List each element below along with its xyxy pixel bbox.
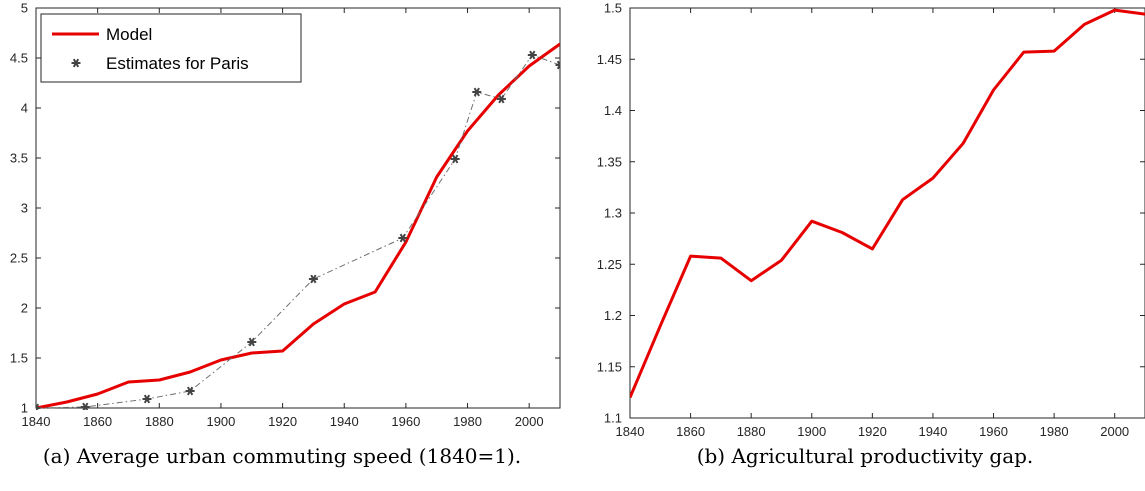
- series-line-model: [630, 8, 1145, 399]
- data-point-estimate: [71, 58, 81, 68]
- x-tick-label: 1840: [22, 414, 51, 429]
- x-tick-label: 1980: [1040, 424, 1069, 439]
- caption-a: (a) Average urban commuting speed (1840=…: [42, 444, 522, 468]
- y-tick-label: 3: [21, 201, 28, 216]
- x-tick-label: 1960: [979, 424, 1008, 439]
- x-tick-label: 1880: [145, 414, 174, 429]
- marker-stroke: [556, 63, 560, 70]
- y-tick-label: 2.5: [10, 251, 28, 266]
- marker-stroke: [143, 394, 151, 404]
- legend-label-model: Model: [106, 25, 152, 44]
- caption-b: (b) Agricultural productivity gap.: [696, 444, 1034, 468]
- x-tick-label: 1940: [918, 424, 947, 439]
- y-tick-label: 1.45: [597, 52, 622, 67]
- data-point-estimate: [80, 402, 90, 410]
- marker-stroke: [498, 94, 505, 104]
- legend-label-estimates: Estimates for Paris: [106, 54, 249, 73]
- data-point-estimate: [496, 94, 506, 104]
- data-point-estimate: [185, 386, 195, 396]
- y-tick-label: 1: [21, 401, 28, 416]
- y-tick-label: 1.2: [604, 308, 622, 323]
- data-point-estimate: [472, 87, 482, 97]
- marker-stroke: [310, 274, 317, 284]
- marker-stroke: [556, 60, 560, 67]
- y-tick-label: 1.3: [604, 206, 622, 221]
- plot-area-frame: [629, 7, 1145, 419]
- data-point-estimate: [398, 233, 408, 243]
- marker-stroke: [36, 403, 40, 410]
- y-tick-label: 1.25: [597, 257, 622, 272]
- x-tick-label: 1840: [616, 424, 645, 439]
- y-tick-label: 4.5: [10, 51, 28, 66]
- data-point-estimate: [247, 337, 257, 347]
- marker-stroke: [82, 402, 89, 410]
- y-tick-label: 1.35: [597, 154, 622, 169]
- marker-stroke: [473, 87, 480, 97]
- y-tick-label: 1.5: [10, 351, 28, 366]
- data-point-estimate: [527, 50, 537, 60]
- y-tick-label: 1.1: [604, 411, 622, 426]
- y-tick-label: 3.5: [10, 151, 28, 166]
- y-tick-label: 1.4: [604, 103, 622, 118]
- panel-a-commuting-speed-chart: 1840 1860 1880 1900 1920 1940 1960 1980 2000 1 1.5…: [10, 1, 561, 429]
- x-tick-label: 1920: [268, 414, 297, 429]
- x-tick-label: 1960: [391, 414, 420, 429]
- y-tick-label: 1.15: [597, 359, 622, 374]
- marker-stroke: [399, 233, 406, 243]
- marker-stroke: [72, 58, 80, 68]
- data-point-estimate: [36, 403, 41, 410]
- marker-stroke: [529, 50, 536, 60]
- y-tick-label: 5: [21, 1, 28, 16]
- y-tick-label: 1.5: [604, 1, 622, 16]
- legend-box: [40, 13, 302, 83]
- legend: Model Estimates for Paris: [40, 13, 302, 83]
- x-tick-label: 2000: [1100, 424, 1129, 439]
- y-tick-label: 4: [21, 101, 28, 116]
- y-tick-label: 2: [21, 301, 28, 316]
- x-tick-label: 1980: [453, 414, 482, 429]
- marker-stroke: [452, 154, 459, 164]
- data-point-estimate: [450, 154, 460, 164]
- data-point-estimate: [555, 60, 560, 70]
- plot-series-group: [36, 42, 560, 410]
- x-tick-label: 2000: [515, 414, 544, 429]
- panel-b-productivity-gap-chart: 1840 1860 1880 1900 1920 1940 1960 1980 2000 1.1 1…: [597, 1, 1145, 439]
- plot-series-group: [630, 8, 1145, 399]
- x-tick-label: 1920: [858, 424, 887, 439]
- x-tick-label: 1900: [206, 414, 235, 429]
- x-tick-label: 1860: [83, 414, 112, 429]
- marker-stroke: [186, 386, 194, 396]
- marker-stroke: [248, 337, 255, 347]
- x-tick-label: 1880: [737, 424, 766, 439]
- series-line-model: [36, 42, 560, 410]
- x-tick-label: 1860: [676, 424, 705, 439]
- x-tick-label: 1940: [330, 414, 359, 429]
- data-point-estimate: [142, 394, 152, 404]
- x-tick-label: 1900: [797, 424, 826, 439]
- data-point-estimate: [308, 274, 318, 284]
- series-line-estimates: [36, 54, 560, 409]
